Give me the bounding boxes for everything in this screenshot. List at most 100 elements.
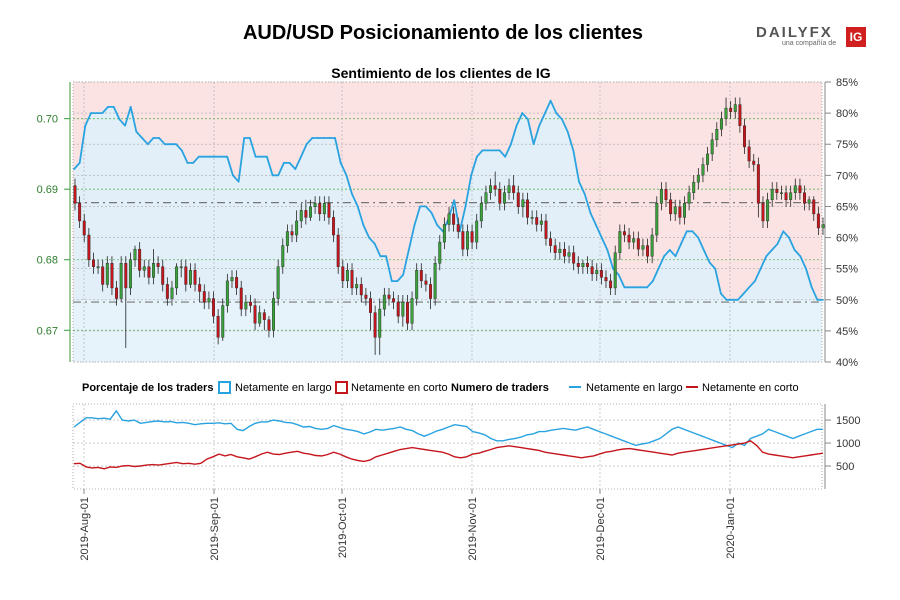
right-axis-label: 60% [836, 233, 858, 245]
sentiment-segment [504, 143, 512, 158]
bearish-candle-body [202, 291, 206, 303]
candle [729, 101, 733, 119]
bearish-candle-body [803, 192, 806, 204]
sentiment-segment [720, 292, 728, 301]
bearish-candle-body [669, 199, 673, 215]
bearish-candle-body [138, 248, 142, 271]
candle [142, 259, 146, 278]
candle [641, 238, 645, 257]
candle [336, 227, 340, 274]
sentiment-segment [385, 255, 393, 283]
sentiment-segment [600, 236, 609, 251]
sentiment-segment [470, 155, 478, 177]
candle [502, 185, 506, 211]
bullish-candle-body [142, 266, 146, 271]
bullish-candle-body [733, 104, 737, 112]
sentiment-segment [788, 236, 796, 251]
bullish-candle-body [655, 203, 659, 236]
sentiment-segment [407, 224, 416, 251]
sentiment-segment [78, 124, 87, 164]
candle [364, 287, 368, 306]
sentiment-segment [782, 230, 790, 239]
candle [285, 224, 289, 253]
candle [138, 242, 142, 278]
sentiment-segment [606, 249, 614, 270]
bearish-candle-body [248, 301, 252, 306]
candle [253, 298, 257, 331]
candle [516, 185, 520, 214]
bullish-candle-body [687, 192, 691, 204]
bullish-candle-body [715, 129, 719, 141]
bullish-candle-body [345, 270, 349, 282]
bearish-candle-body [729, 107, 733, 112]
candle [618, 224, 622, 260]
bullish-candle-body [170, 287, 174, 299]
bullish-candle-body [581, 263, 585, 267]
candle [798, 178, 802, 200]
x-axis-label: 2019-Aug-01 [79, 497, 91, 561]
bearish-candle-body [115, 287, 119, 299]
bullish-candle-body [355, 284, 359, 289]
sentiment-segment [680, 230, 688, 245]
candle [378, 298, 382, 355]
sentiment-segment [356, 205, 365, 227]
right-axis-label: 45% [836, 326, 858, 338]
candle [258, 305, 262, 327]
candle [165, 277, 169, 306]
sentiment-segment [124, 106, 132, 127]
candle [410, 291, 414, 331]
candle [101, 259, 105, 292]
legend-pct-long-swatch [218, 381, 231, 394]
sentiment-segment [475, 149, 484, 158]
candle [586, 256, 589, 274]
bearish-candle-body [165, 284, 169, 299]
bullish-candle-body [442, 224, 446, 243]
candle [419, 263, 423, 288]
candle [613, 245, 617, 295]
bullish-candle-body [613, 252, 617, 289]
bearish-candle-body [452, 213, 456, 225]
candle [646, 238, 650, 264]
candle [309, 199, 312, 221]
candle [350, 263, 354, 295]
dailyfx-logo: DAILYFX una compañía de IG [756, 24, 868, 50]
candle [484, 185, 488, 211]
bearish-candle-body [738, 104, 742, 126]
candle [669, 192, 673, 221]
candle [429, 277, 432, 310]
bullish-candle-body [447, 213, 451, 225]
sentiment-segment [101, 106, 109, 114]
candle [401, 294, 405, 327]
sentiment-line [73, 99, 824, 301]
candle [696, 168, 700, 190]
bullish-candle-body [466, 231, 469, 250]
candle [184, 259, 188, 292]
bearish-candle-body [396, 301, 400, 317]
bearish-candle-body [392, 298, 396, 303]
candle [604, 270, 608, 288]
sentiment-segment [436, 224, 444, 233]
left-axis-label: 0.67 [37, 325, 58, 337]
x-axis-label: 2019-Nov-01 [467, 497, 479, 561]
bullish-candle-body [225, 280, 229, 306]
candle [659, 182, 663, 211]
upper-plot-area: 0.70 0.69 0.68 0.67 85% 80% 75% 70% 65% 60% 55% 50%… [37, 77, 859, 369]
bearish-candle-body [609, 280, 613, 289]
bullish-candle-body [650, 234, 654, 257]
candle [235, 270, 239, 295]
candle [572, 245, 576, 271]
candle [609, 273, 613, 295]
sentiment-segment [498, 149, 507, 158]
sentiment-segment [509, 124, 518, 146]
bullish-candle-body [507, 185, 511, 193]
bearish-candle-body [336, 234, 340, 267]
bullish-candle-body [793, 185, 797, 193]
left-axis-label: 0.68 [37, 255, 58, 267]
candle [622, 224, 626, 243]
candle [526, 192, 529, 225]
sentiment-segment [566, 130, 575, 152]
sentiment-segment [265, 155, 274, 177]
bearish-candle-body [549, 238, 553, 246]
sentiment-segment [668, 249, 677, 258]
candle [599, 263, 603, 285]
